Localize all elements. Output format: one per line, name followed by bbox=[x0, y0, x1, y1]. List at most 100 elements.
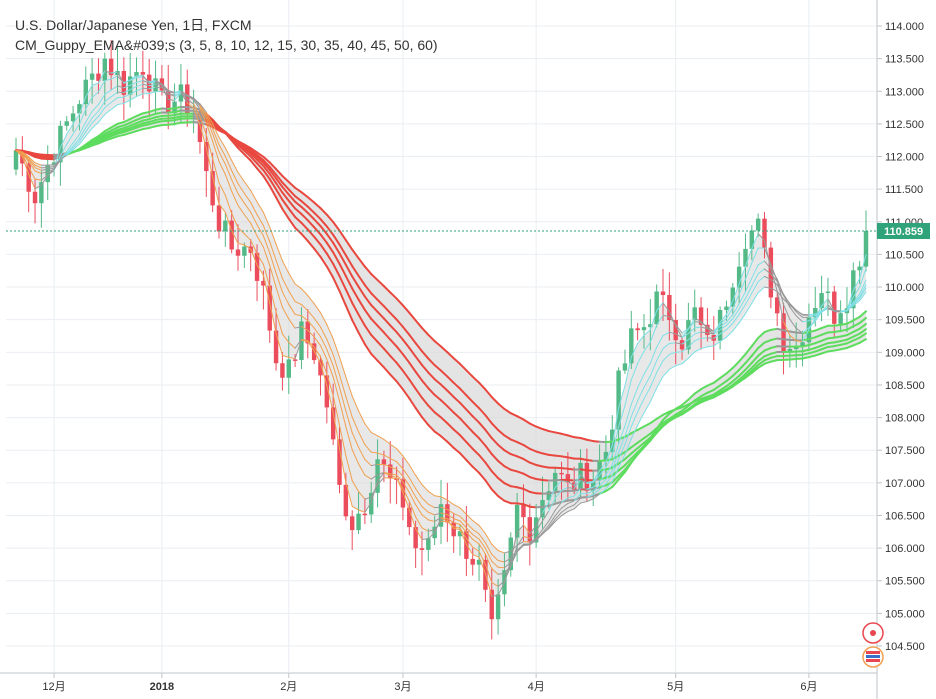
ema-segment bbox=[573, 436, 582, 440]
ema-segment bbox=[427, 511, 436, 516]
candle bbox=[356, 490, 361, 535]
ema-segment bbox=[446, 508, 455, 515]
ema-segment bbox=[478, 538, 486, 549]
ema-segment bbox=[731, 360, 741, 369]
ema-segment bbox=[402, 487, 410, 502]
ema-segment bbox=[433, 340, 442, 348]
ema-segment bbox=[643, 362, 651, 375]
ema-segment bbox=[370, 483, 379, 498]
ema-segment bbox=[319, 326, 328, 340]
ema-segment bbox=[414, 319, 423, 329]
ema-segment bbox=[636, 445, 645, 454]
ema-segment bbox=[319, 243, 328, 255]
candle-body bbox=[546, 491, 552, 501]
ema-segment bbox=[471, 447, 481, 457]
ema-segment bbox=[750, 363, 760, 372]
alert-icon[interactable] bbox=[862, 622, 884, 644]
ema-segment bbox=[268, 165, 278, 176]
ema-segment bbox=[459, 417, 468, 427]
ema-segment bbox=[712, 392, 722, 399]
ema-segment bbox=[656, 314, 664, 326]
ema-segment bbox=[541, 452, 550, 456]
ema-segment bbox=[154, 107, 163, 111]
ema-segment bbox=[706, 393, 715, 398]
ema-segment bbox=[237, 227, 245, 235]
ema-segment bbox=[123, 84, 131, 89]
fast-ema-ribbon bbox=[16, 70, 866, 597]
ema-segment bbox=[859, 284, 867, 298]
ema-segment bbox=[503, 449, 512, 456]
candle-body bbox=[717, 309, 723, 341]
ema-segment bbox=[649, 387, 658, 403]
candle-body bbox=[51, 162, 57, 166]
ema-segment bbox=[433, 393, 442, 402]
ema-segment bbox=[415, 516, 423, 529]
ema-segment bbox=[104, 89, 112, 95]
ema-segment bbox=[300, 232, 309, 242]
ema-segment bbox=[478, 421, 487, 431]
ema-segment bbox=[281, 208, 290, 220]
ema-segment bbox=[687, 351, 696, 359]
candle-body bbox=[83, 79, 88, 105]
time-tick-label: 2月 bbox=[280, 681, 297, 693]
ema-segment bbox=[395, 318, 404, 328]
ema-segment bbox=[776, 290, 785, 300]
ema-segment bbox=[300, 339, 309, 343]
ema-segment bbox=[763, 328, 772, 334]
ema-segment bbox=[306, 219, 316, 229]
ema-segment bbox=[53, 159, 61, 166]
candle-body bbox=[381, 459, 387, 465]
ema-segment bbox=[764, 260, 772, 270]
ema-segment bbox=[148, 86, 157, 90]
ema-segment bbox=[256, 264, 264, 276]
ema-segment bbox=[764, 268, 772, 275]
ema-segment bbox=[66, 142, 74, 152]
ema-segment bbox=[807, 346, 817, 351]
ema-segment bbox=[66, 145, 74, 154]
ema-segment bbox=[858, 338, 867, 344]
ema-segment bbox=[618, 425, 626, 445]
ema-segment bbox=[642, 432, 652, 440]
candle-body bbox=[686, 320, 691, 350]
ema-segment bbox=[421, 484, 429, 492]
ema-segment bbox=[376, 310, 385, 320]
ema-segment bbox=[167, 89, 176, 94]
ema-segment bbox=[415, 528, 423, 540]
ema-segment bbox=[339, 448, 347, 483]
ema-segment bbox=[611, 478, 620, 489]
ema-segment bbox=[395, 297, 404, 307]
candle bbox=[102, 52, 108, 105]
ema-segment bbox=[21, 156, 30, 175]
candle bbox=[337, 426, 342, 494]
candle-body bbox=[267, 285, 272, 331]
candle-body bbox=[45, 165, 50, 183]
ema-segment bbox=[509, 412, 519, 418]
ema-segment bbox=[820, 337, 829, 342]
ema-segment bbox=[27, 151, 37, 155]
ema-segment bbox=[250, 248, 258, 266]
ema-segment bbox=[580, 501, 588, 504]
ema-segment bbox=[408, 361, 417, 373]
ema-segment bbox=[471, 415, 481, 424]
ema-segment bbox=[389, 324, 398, 334]
ema-segment bbox=[567, 481, 575, 487]
candle-body bbox=[584, 462, 590, 491]
ema-segment bbox=[643, 386, 651, 400]
ema-segment bbox=[808, 320, 816, 329]
ema-segment bbox=[656, 348, 664, 362]
slow-ema-ribbon bbox=[16, 106, 866, 508]
ema-segment bbox=[256, 154, 265, 162]
ema-segment bbox=[382, 285, 392, 294]
ema-segment bbox=[820, 331, 829, 336]
candle-body bbox=[800, 342, 805, 347]
candle-body bbox=[102, 58, 108, 81]
flag-icon[interactable] bbox=[862, 646, 884, 668]
ema-segment bbox=[567, 495, 575, 499]
candle bbox=[381, 450, 387, 483]
ema-segment bbox=[826, 345, 836, 348]
price-tick-label: 114.000 bbox=[885, 21, 924, 33]
ema-segment bbox=[509, 438, 519, 444]
ema-segment bbox=[262, 159, 271, 168]
ema-segment bbox=[326, 384, 334, 413]
